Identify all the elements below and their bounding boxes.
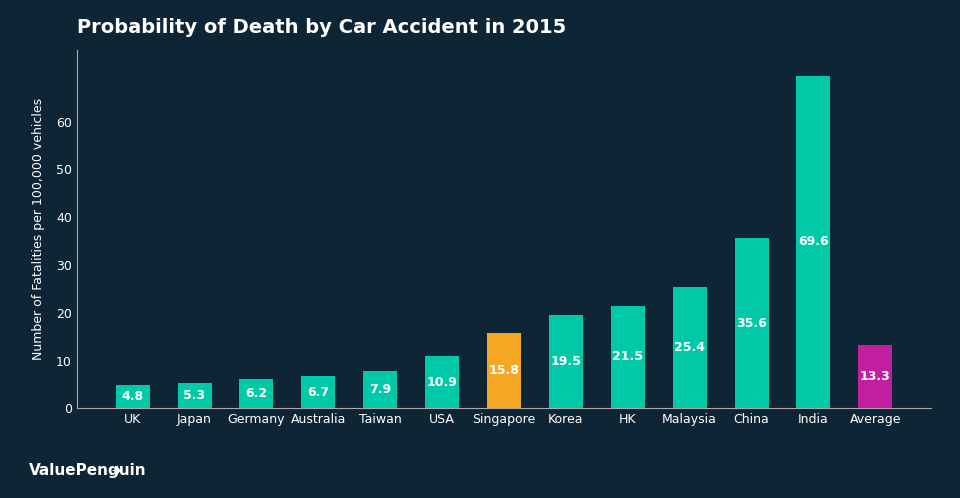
- Text: 69.6: 69.6: [798, 236, 828, 249]
- Text: 6.2: 6.2: [246, 387, 268, 400]
- Bar: [239, 378, 274, 408]
- Bar: [487, 333, 521, 408]
- Text: Probability of Death by Car Accident in 2015: Probability of Death by Car Accident in …: [77, 18, 566, 37]
- Bar: [858, 345, 893, 408]
- Bar: [425, 356, 459, 408]
- Text: 5.3: 5.3: [183, 389, 205, 402]
- Bar: [549, 315, 583, 408]
- Text: 7.9: 7.9: [370, 383, 392, 396]
- Text: ValuePenguin: ValuePenguin: [29, 463, 147, 478]
- Bar: [797, 76, 830, 408]
- Bar: [673, 287, 707, 408]
- Bar: [734, 238, 769, 408]
- Bar: [611, 306, 645, 408]
- Text: 10.9: 10.9: [426, 376, 458, 389]
- Bar: [178, 383, 211, 408]
- Y-axis label: Number of Fatalities per 100,000 vehicles: Number of Fatalities per 100,000 vehicle…: [32, 98, 45, 360]
- Text: 4.8: 4.8: [122, 390, 144, 403]
- Bar: [363, 371, 397, 408]
- Text: ✦: ✦: [110, 463, 123, 478]
- Text: 6.7: 6.7: [307, 386, 329, 399]
- Text: 35.6: 35.6: [736, 317, 767, 330]
- Text: 19.5: 19.5: [550, 355, 582, 368]
- Text: 15.8: 15.8: [489, 364, 519, 377]
- Text: 25.4: 25.4: [674, 341, 706, 354]
- Text: 13.3: 13.3: [860, 370, 891, 383]
- Text: 21.5: 21.5: [612, 351, 643, 364]
- Bar: [115, 385, 150, 408]
- Bar: [301, 376, 335, 408]
